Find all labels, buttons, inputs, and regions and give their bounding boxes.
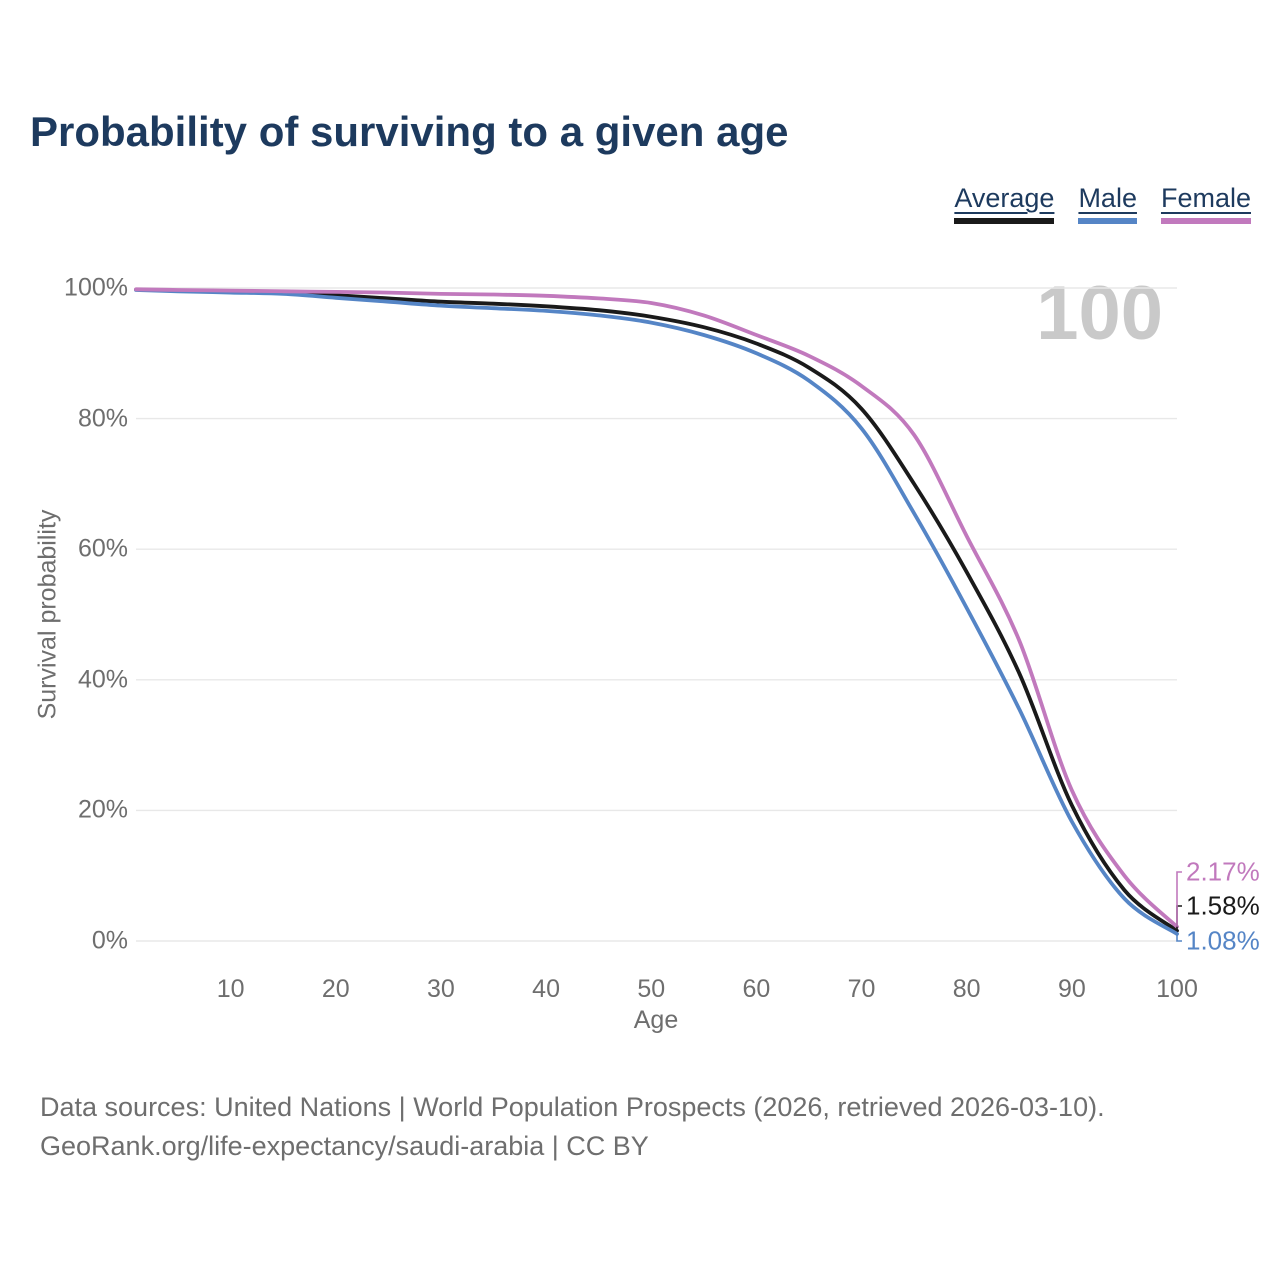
end-connector-female	[1176, 871, 1182, 927]
line-female[interactable]	[134, 287, 1179, 929]
x-tick-40: 40	[532, 975, 560, 1003]
footer-sources: Data sources: United Nations | World Pop…	[40, 1088, 1240, 1166]
legend-swatch-female	[1160, 218, 1251, 224]
y-tick-60: 60%	[77, 534, 128, 563]
line-male[interactable]	[134, 288, 1179, 936]
footer-line-2: GeoRank.org/life-expectancy/saudi-arabia…	[40, 1131, 649, 1162]
x-axis-title: Age	[633, 1006, 679, 1034]
legend-label-female: Female	[1160, 183, 1251, 213]
x-tick-90: 90	[1057, 975, 1086, 1003]
x-tick-30: 30	[427, 975, 455, 1003]
legend-label-average: Average	[954, 183, 1055, 213]
line-average[interactable]	[134, 287, 1179, 933]
x-tick-10: 10	[216, 975, 245, 1003]
x-tick-60: 60	[742, 975, 771, 1003]
x-tick-80: 80	[952, 975, 981, 1003]
legend-item-average[interactable]: Average	[954, 183, 1055, 224]
y-tick-40: 40%	[77, 665, 128, 694]
legend: Average Male Female	[954, 183, 1251, 224]
end-label-average: 1.58%	[1186, 890, 1260, 921]
x-tick-70: 70	[847, 975, 876, 1003]
page-title: Probability of surviving to a given age	[30, 108, 789, 155]
legend-swatch-male	[1078, 218, 1137, 224]
end-label-male: 1.08%	[1186, 925, 1260, 956]
end-label-female: 2.17%	[1186, 856, 1260, 887]
legend-item-female[interactable]: Female	[1160, 183, 1251, 224]
x-tick-100: 100	[1156, 975, 1198, 1003]
legend-label-male: Male	[1078, 183, 1137, 213]
x-tick-50: 50	[637, 975, 666, 1003]
y-tick-80: 80%	[77, 404, 128, 433]
end-connector-male	[1176, 933, 1182, 942]
y-tick-100: 100%	[64, 273, 128, 302]
y-tick-20: 20%	[77, 795, 128, 824]
footer-line-1: Data sources: United Nations | World Pop…	[40, 1092, 1105, 1122]
legend-item-male[interactable]: Male	[1078, 183, 1137, 224]
y-tick-0: 0%	[91, 926, 128, 955]
legend-swatch-average	[954, 218, 1055, 224]
y-axis-title: Survival probability	[33, 509, 62, 720]
x-tick-20: 20	[321, 975, 350, 1003]
